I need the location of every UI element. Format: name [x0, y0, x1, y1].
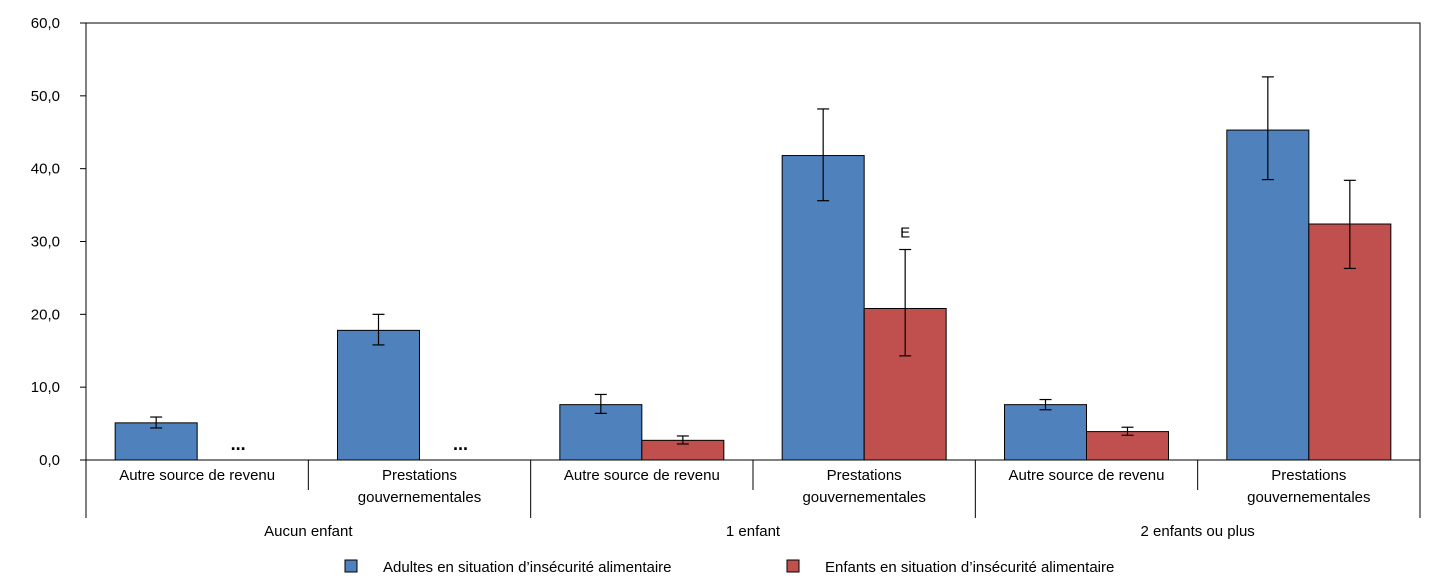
y-tick-label: 0,0 [39, 452, 60, 469]
category-label-line: gouvernementales [1247, 489, 1370, 506]
category-label: Prestations gouvernementales [1247, 467, 1370, 506]
category-label-line: Prestations [827, 467, 902, 484]
group-label: 1 enfant [726, 523, 781, 540]
category-label-line: gouvernementales [802, 489, 925, 506]
legend-label: Adultes en situation d’insécurité alimen… [383, 559, 672, 576]
legend-swatch [344, 559, 358, 573]
value-flags: ... ... E [231, 225, 911, 454]
bar [1004, 404, 1087, 461]
category-label: Autre source de revenu [564, 467, 720, 484]
bar [1226, 129, 1310, 461]
category-label: Autre source de revenu [1009, 467, 1165, 484]
category-label-line: Prestations [1271, 467, 1346, 484]
legend-swatch [786, 559, 800, 573]
bar [114, 422, 198, 461]
group-label: 2 enfants ou plus [1141, 523, 1255, 540]
legend: Adultes en situation d’insécurité alimen… [344, 559, 1114, 576]
y-tick-label: 10,0 [31, 379, 60, 396]
y-tick-label: 40,0 [31, 161, 60, 178]
category-label: Prestations gouvernementales [802, 467, 925, 506]
value-flag: ... [453, 434, 468, 454]
category-label-line: Prestations [382, 467, 457, 484]
legend-label: Enfants en situation d’insécurité alimen… [825, 559, 1114, 576]
error-bars [150, 76, 1356, 445]
x-axis: Autre source de revenu Prestations gouvern… [85, 460, 1421, 540]
y-tick-label: 50,0 [31, 88, 60, 105]
y-tick-label: 30,0 [31, 234, 60, 251]
bar [1086, 431, 1169, 461]
bar [337, 329, 420, 461]
group-label: Aucun enfant [264, 523, 353, 540]
bar [781, 155, 865, 461]
category-label: Prestations gouvernementales [358, 467, 481, 506]
value-flag: E [900, 225, 910, 242]
plot-area [85, 22, 1421, 461]
y-axis: 0,0 10,0 20,0 30,0 40,0 50,0 60,0 [31, 15, 86, 469]
value-flag: ... [231, 434, 246, 454]
y-tick-label: 60,0 [31, 15, 60, 32]
category-label: Autre source de revenu [119, 467, 275, 484]
y-tick-label: 20,0 [31, 306, 60, 323]
bars [114, 129, 1392, 461]
category-label-line: gouvernementales [358, 489, 481, 506]
